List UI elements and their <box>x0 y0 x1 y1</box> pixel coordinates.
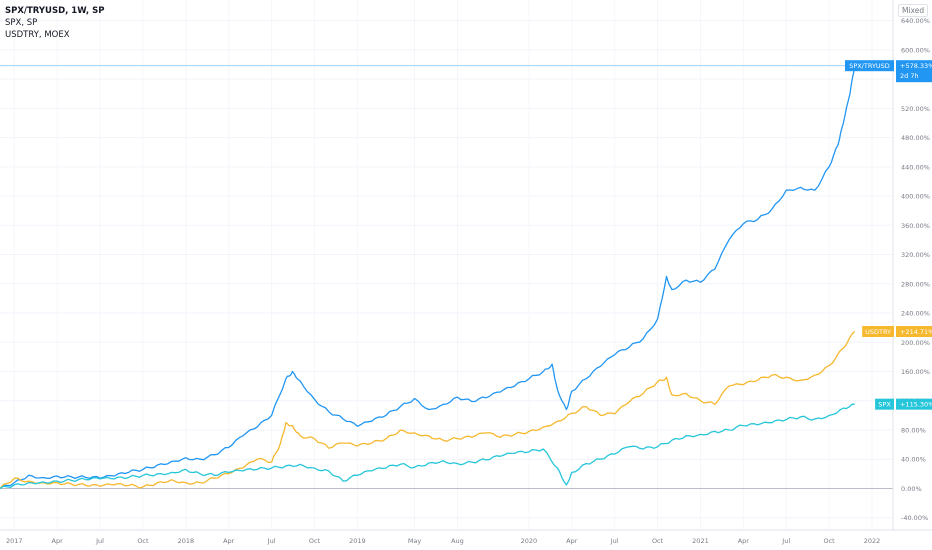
y-tick-label: 360.00% <box>901 222 930 230</box>
series-line-spx-tryusd <box>0 65 856 489</box>
y-tick-label: 480.00% <box>901 134 930 142</box>
x-tick-label: Jul <box>610 537 619 545</box>
y-tick-label: 200.00% <box>901 339 930 347</box>
x-tick-label: 2018 <box>178 537 195 545</box>
x-tick-label: Oct <box>309 537 321 545</box>
bar-countdown-label: 2d 7h <box>900 72 919 80</box>
x-tick-label: Oct <box>137 537 149 545</box>
series-badge-spx-tryusd: SPX/TRYUSD +578.33% 2d 7h <box>845 60 932 83</box>
x-tick-label: 2020 <box>521 537 538 545</box>
y-tick-label: 600.00% <box>901 46 930 54</box>
legend-title[interactable]: SPX/TRYUSD, 1W, SP <box>5 6 105 16</box>
y-tick-label: 640.00% <box>901 17 930 25</box>
x-tick-label: 2017 <box>6 537 23 545</box>
series-badges: SPX/TRYUSD +578.33% 2d 7h USDTRY +214.71% SPX… <box>845 60 932 410</box>
series-name-tag <box>875 398 894 410</box>
y-tick-label: 320.00% <box>901 251 930 259</box>
series-name-label: SPX <box>878 400 891 408</box>
series-line-usdtry <box>0 331 856 489</box>
series-value-tag <box>896 398 932 410</box>
time-axis[interactable]: 2017 Apr Jul Oct 2018 Apr Jul Oct 2019 May Aug 2020… <box>6 537 880 545</box>
series-layer <box>0 65 856 490</box>
x-tick-label: Oct <box>652 537 664 545</box>
x-tick-label: Jul <box>95 537 104 545</box>
legend-series-usdtry[interactable]: USDTRY, MOEX <box>5 30 70 40</box>
series-value-label: +214.71% <box>900 328 932 336</box>
series-badge-spx: SPX +115.30% <box>875 398 932 410</box>
price-axis[interactable]: -40.00%0.00%40.00%80.00%120.00%160.00%20… <box>901 17 930 522</box>
y-tick-label: 400.00% <box>901 193 930 201</box>
series-value-tag <box>896 326 932 338</box>
x-tick-label: 2022 <box>864 537 881 545</box>
chart-grid <box>0 20 893 519</box>
x-tick-label: Apr <box>738 537 750 545</box>
x-tick-label: 2019 <box>349 537 366 545</box>
series-line-spx <box>0 403 855 490</box>
x-tick-label: Jul <box>267 537 276 545</box>
series-value-tag <box>896 60 932 83</box>
y-tick-label: 0.00% <box>901 485 922 493</box>
x-tick-label: Jul <box>781 537 790 545</box>
series-badge-usdtry: USDTRY +214.71% <box>862 326 932 338</box>
series-name-label: USDTRY <box>865 328 891 336</box>
y-tick-label: 440.00% <box>901 163 930 171</box>
series-value-label: +115.30% <box>900 400 932 408</box>
y-tick-label: 40.00% <box>901 456 926 464</box>
x-tick-label: Aug <box>451 537 464 545</box>
y-tick-label: 520.00% <box>901 105 930 113</box>
y-tick-label: 240.00% <box>901 310 930 318</box>
legend-series-spx[interactable]: SPX, SP <box>5 18 38 28</box>
y-tick-label: 280.00% <box>901 280 930 288</box>
y-tick-label: -40.00% <box>901 514 928 522</box>
x-tick-label: Oct <box>823 537 835 545</box>
x-tick-label: Apr <box>566 537 578 545</box>
series-value-label: +578.33% <box>900 62 932 70</box>
x-tick-label: 2021 <box>692 537 709 545</box>
x-tick-label: May <box>408 537 422 545</box>
series-name-tag <box>845 60 894 72</box>
chart-legend: SPX/TRYUSD, 1W, SP SPX, SP USDTRY, MOEX <box>5 5 104 41</box>
x-tick-label: Apr <box>223 537 235 545</box>
y-tick-label: 160.00% <box>901 368 930 376</box>
x-tick-label: Apr <box>52 537 64 545</box>
y-tick-label: 80.00% <box>901 426 926 434</box>
series-name-tag <box>862 326 894 338</box>
series-name-label: SPX/TRYUSD <box>849 62 890 70</box>
scale-mode-button[interactable]: Mixed <box>898 4 929 17</box>
